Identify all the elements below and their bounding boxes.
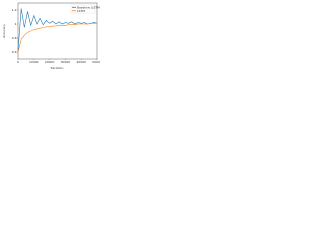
series-line [17, 23, 97, 53]
y-tick-label: 0.8 [12, 36, 17, 40]
x-tick-label: 0 [17, 60, 19, 64]
x-tick-label: 50000 [92, 60, 100, 64]
legend-label: Baseline (LSTM) [77, 5, 100, 9]
series-line [17, 8, 98, 51]
plot-area [17, 2, 98, 60]
x-tick-label: 30000 [61, 60, 71, 64]
x-axis-label: Iteration [51, 66, 64, 70]
y-tick-label: 1.2 [12, 8, 17, 12]
legend-box [70, 4, 96, 14]
legend-label: LSTM [77, 9, 85, 13]
x-tick-label: 40000 [76, 60, 86, 64]
y-tick-label: 1 [15, 22, 17, 26]
y-axis-label: Accuracy [2, 24, 6, 38]
x-tick-label: 20000 [45, 60, 55, 64]
chart: Iteration Accuracy 0.6 0.8 1 1.2 0 10000 20000… [2, 2, 100, 70]
x-tick-label: 10000 [29, 60, 39, 64]
y-tick-label: 0.6 [12, 50, 17, 54]
